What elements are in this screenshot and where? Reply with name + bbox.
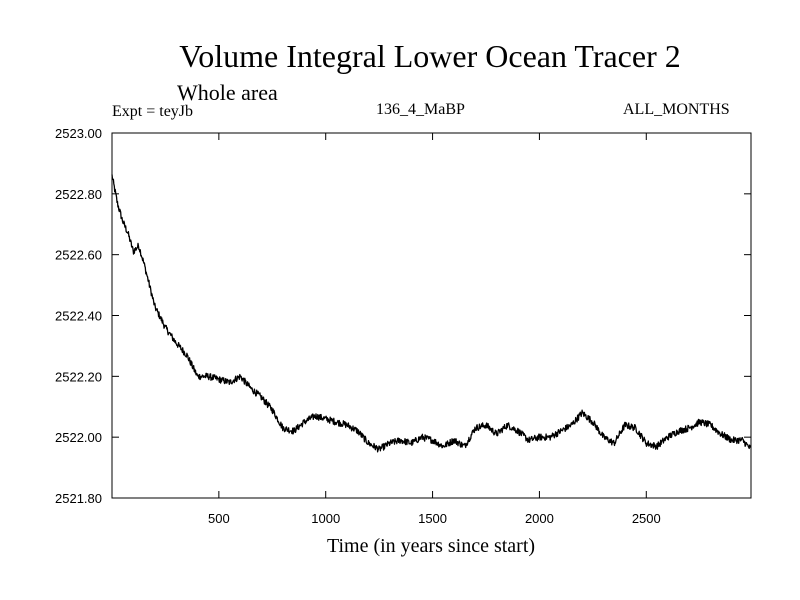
- chart-title: Volume Integral Lower Ocean Tracer 2: [179, 38, 681, 74]
- y-tick-label: 2521.80: [55, 491, 102, 506]
- x-axis-label: Time (in years since start): [327, 535, 535, 557]
- data-series: [111, 174, 752, 453]
- x-tick-label: 1500: [418, 511, 447, 526]
- experiment-label: Expt = teyJb: [112, 103, 194, 120]
- y-tick-label: 2522.80: [55, 187, 102, 202]
- chart-subtitle: Whole area: [177, 80, 278, 105]
- period-label: ALL_MONTHS: [623, 101, 730, 118]
- series-line: [111, 174, 752, 453]
- run-label: 136_4_MaBP: [376, 101, 465, 118]
- y-tick-label: 2522.60: [55, 248, 102, 263]
- y-tick-label: 2522.00: [55, 430, 102, 445]
- x-tick-label: 2000: [525, 511, 554, 526]
- tick-labels: 500 1000 1500 2000 2500 2521.80 2522.00 2522.20…: [55, 126, 661, 526]
- x-tick-label: 2500: [632, 511, 661, 526]
- x-tick-label: 500: [208, 511, 230, 526]
- y-tick-label: 2523.00: [55, 126, 102, 141]
- axis-ticks: [112, 132, 751, 499]
- y-tick-label: 2522.40: [55, 309, 102, 324]
- x-tick-label: 1000: [311, 511, 340, 526]
- y-tick-label: 2522.20: [55, 369, 102, 384]
